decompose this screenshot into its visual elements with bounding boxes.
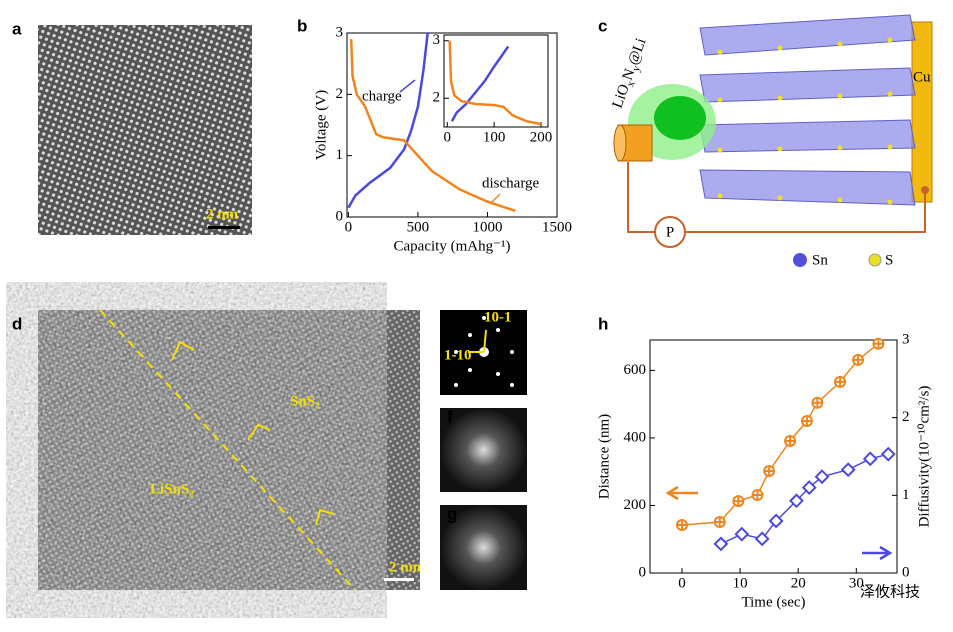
point [814, 469, 830, 485]
panel-label: f [447, 407, 453, 426]
phase-label: LiSnS₂ [150, 481, 194, 497]
point [872, 337, 885, 350]
plot-frame [346, 32, 558, 218]
spot-label: 1-10 [444, 347, 472, 363]
point [789, 493, 804, 509]
y2-tick-label: 2 [902, 409, 910, 425]
x-tick-label: 1500 [542, 219, 572, 235]
arrow [247, 423, 271, 441]
point [852, 353, 865, 366]
x-tick-label: 10 [733, 575, 748, 591]
x-tick-label: 0 [444, 129, 452, 145]
scale-label: 2 nm [206, 206, 239, 222]
legend-label: S [885, 252, 893, 268]
panel-label: d [12, 314, 22, 333]
point [675, 519, 688, 531]
point [768, 513, 784, 529]
y2-tick-label: 0 [902, 564, 910, 580]
y2-tick-label: 3 [902, 331, 910, 347]
series-line [450, 45, 510, 122]
point [800, 415, 813, 427]
y-tick-label: 0 [639, 564, 647, 580]
scale-bar [384, 578, 414, 581]
tem-image [38, 25, 252, 235]
panel-label: b [297, 16, 307, 35]
interface-line [99, 309, 356, 591]
point [732, 495, 745, 507]
plot-frame [443, 34, 549, 128]
point [754, 531, 770, 547]
y-tick-label: 1 [336, 147, 344, 163]
arrow [315, 508, 335, 526]
fft-image [440, 505, 527, 590]
amorphous-region [38, 310, 355, 590]
point [713, 536, 729, 552]
y-tick-label: 0 [336, 208, 344, 224]
collector-label: Cu [913, 69, 931, 85]
point [801, 480, 817, 495]
x-tick-label: 0 [345, 219, 353, 235]
x-tick-label: 500 [407, 219, 430, 235]
point [713, 516, 726, 528]
y-tick-label: 2 [433, 90, 441, 106]
x-tick-label: 30 [849, 575, 864, 591]
x-tick-label: 0 [678, 575, 686, 591]
legend-label: Sn [812, 252, 828, 268]
scale-bar [208, 226, 240, 229]
panel-label: e [447, 309, 456, 328]
scale-label: 2 nm [389, 559, 422, 575]
fft-image [440, 408, 527, 492]
point [811, 396, 824, 409]
point [880, 446, 896, 462]
source-label: P [666, 224, 674, 240]
panel-label: a [12, 19, 22, 38]
series-line [720, 453, 889, 545]
point [834, 375, 847, 388]
y-tick-label: 200 [624, 497, 647, 513]
arrow [483, 329, 487, 353]
point [862, 451, 878, 467]
point [763, 465, 776, 477]
y-tick-label: 3 [336, 24, 344, 40]
series-line [347, 32, 429, 209]
series-line [681, 343, 879, 526]
plot-frame [649, 339, 898, 574]
y-tick-label: 2 [336, 86, 344, 102]
axis-arrow [862, 545, 893, 561]
series-line [448, 40, 542, 126]
arrow [171, 340, 195, 361]
point [784, 435, 797, 447]
x-tick-label: 1000 [472, 219, 502, 235]
watermark: 泽攸科技 [860, 583, 920, 601]
arrow [399, 79, 416, 93]
y-axis-label: Voltage (V) [313, 90, 329, 160]
schematic [613, 14, 933, 267]
y-tick-label: 3 [433, 32, 441, 48]
annotation: discharge [482, 175, 540, 191]
axis-arrow [665, 485, 698, 501]
y-tick-label: 400 [624, 429, 647, 445]
x-axis-label: Capacity (mAhg⁻¹) [394, 238, 511, 254]
series-line [349, 39, 516, 213]
spot-label: 10-1 [484, 309, 512, 325]
point [734, 526, 750, 542]
x-tick-label: 100 [483, 129, 506, 145]
point [751, 489, 764, 501]
point [840, 462, 856, 478]
y-tick-label: 600 [624, 362, 647, 378]
panel-label: g [447, 504, 457, 523]
x-tick-label: 20 [791, 575, 806, 591]
phase-label: SnS₂ [290, 393, 320, 409]
y-axis-label: Distance (nm) [596, 414, 612, 499]
annotation: charge [362, 88, 402, 104]
panel-label: h [598, 314, 608, 333]
y2-tick-label: 1 [902, 487, 910, 503]
panel-label: c [598, 16, 607, 35]
x-axis-label: Time (sec) [741, 594, 805, 610]
y2-axis-label: Diffusivity(10⁻¹⁰cm²/s) [916, 386, 932, 528]
x-tick-label: 200 [530, 129, 553, 145]
